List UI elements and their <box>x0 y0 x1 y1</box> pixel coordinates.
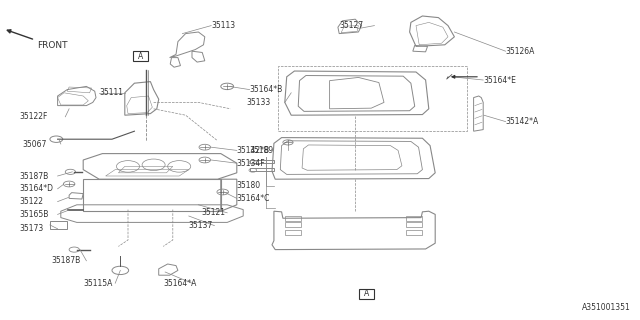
Text: 35142*B: 35142*B <box>237 146 270 155</box>
Text: 35111: 35111 <box>99 88 123 97</box>
Text: FRONT: FRONT <box>37 41 68 50</box>
Text: 35122: 35122 <box>19 197 44 206</box>
Text: 35121: 35121 <box>202 208 226 217</box>
Text: 35115A: 35115A <box>83 279 113 288</box>
Text: 35133: 35133 <box>246 98 271 107</box>
Text: 35164*B: 35164*B <box>250 85 283 94</box>
Text: 35164*D: 35164*D <box>19 184 53 193</box>
FancyBboxPatch shape <box>133 51 148 61</box>
Text: 35134F: 35134F <box>237 159 266 168</box>
Text: 35164*E: 35164*E <box>483 76 516 84</box>
Text: 35187B: 35187B <box>51 256 81 265</box>
Text: 35142*A: 35142*A <box>506 117 539 126</box>
Text: A351001351: A351001351 <box>582 303 630 312</box>
Text: 35187B: 35187B <box>19 172 49 180</box>
Text: 35189: 35189 <box>250 146 274 155</box>
FancyBboxPatch shape <box>359 289 374 299</box>
Text: A: A <box>364 289 369 298</box>
Text: 35113: 35113 <box>211 21 236 30</box>
Text: 35137: 35137 <box>189 221 213 230</box>
Text: 35067: 35067 <box>22 140 47 148</box>
Text: 35164*C: 35164*C <box>237 194 270 203</box>
Text: 35164*A: 35164*A <box>163 279 196 288</box>
Text: 35180: 35180 <box>237 181 261 190</box>
Text: 35165B: 35165B <box>19 210 49 219</box>
Text: 35127: 35127 <box>339 21 364 30</box>
Text: A: A <box>138 52 143 61</box>
Text: 35122F: 35122F <box>19 112 47 121</box>
Text: 35173: 35173 <box>19 224 44 233</box>
Text: 35126A: 35126A <box>506 47 535 56</box>
